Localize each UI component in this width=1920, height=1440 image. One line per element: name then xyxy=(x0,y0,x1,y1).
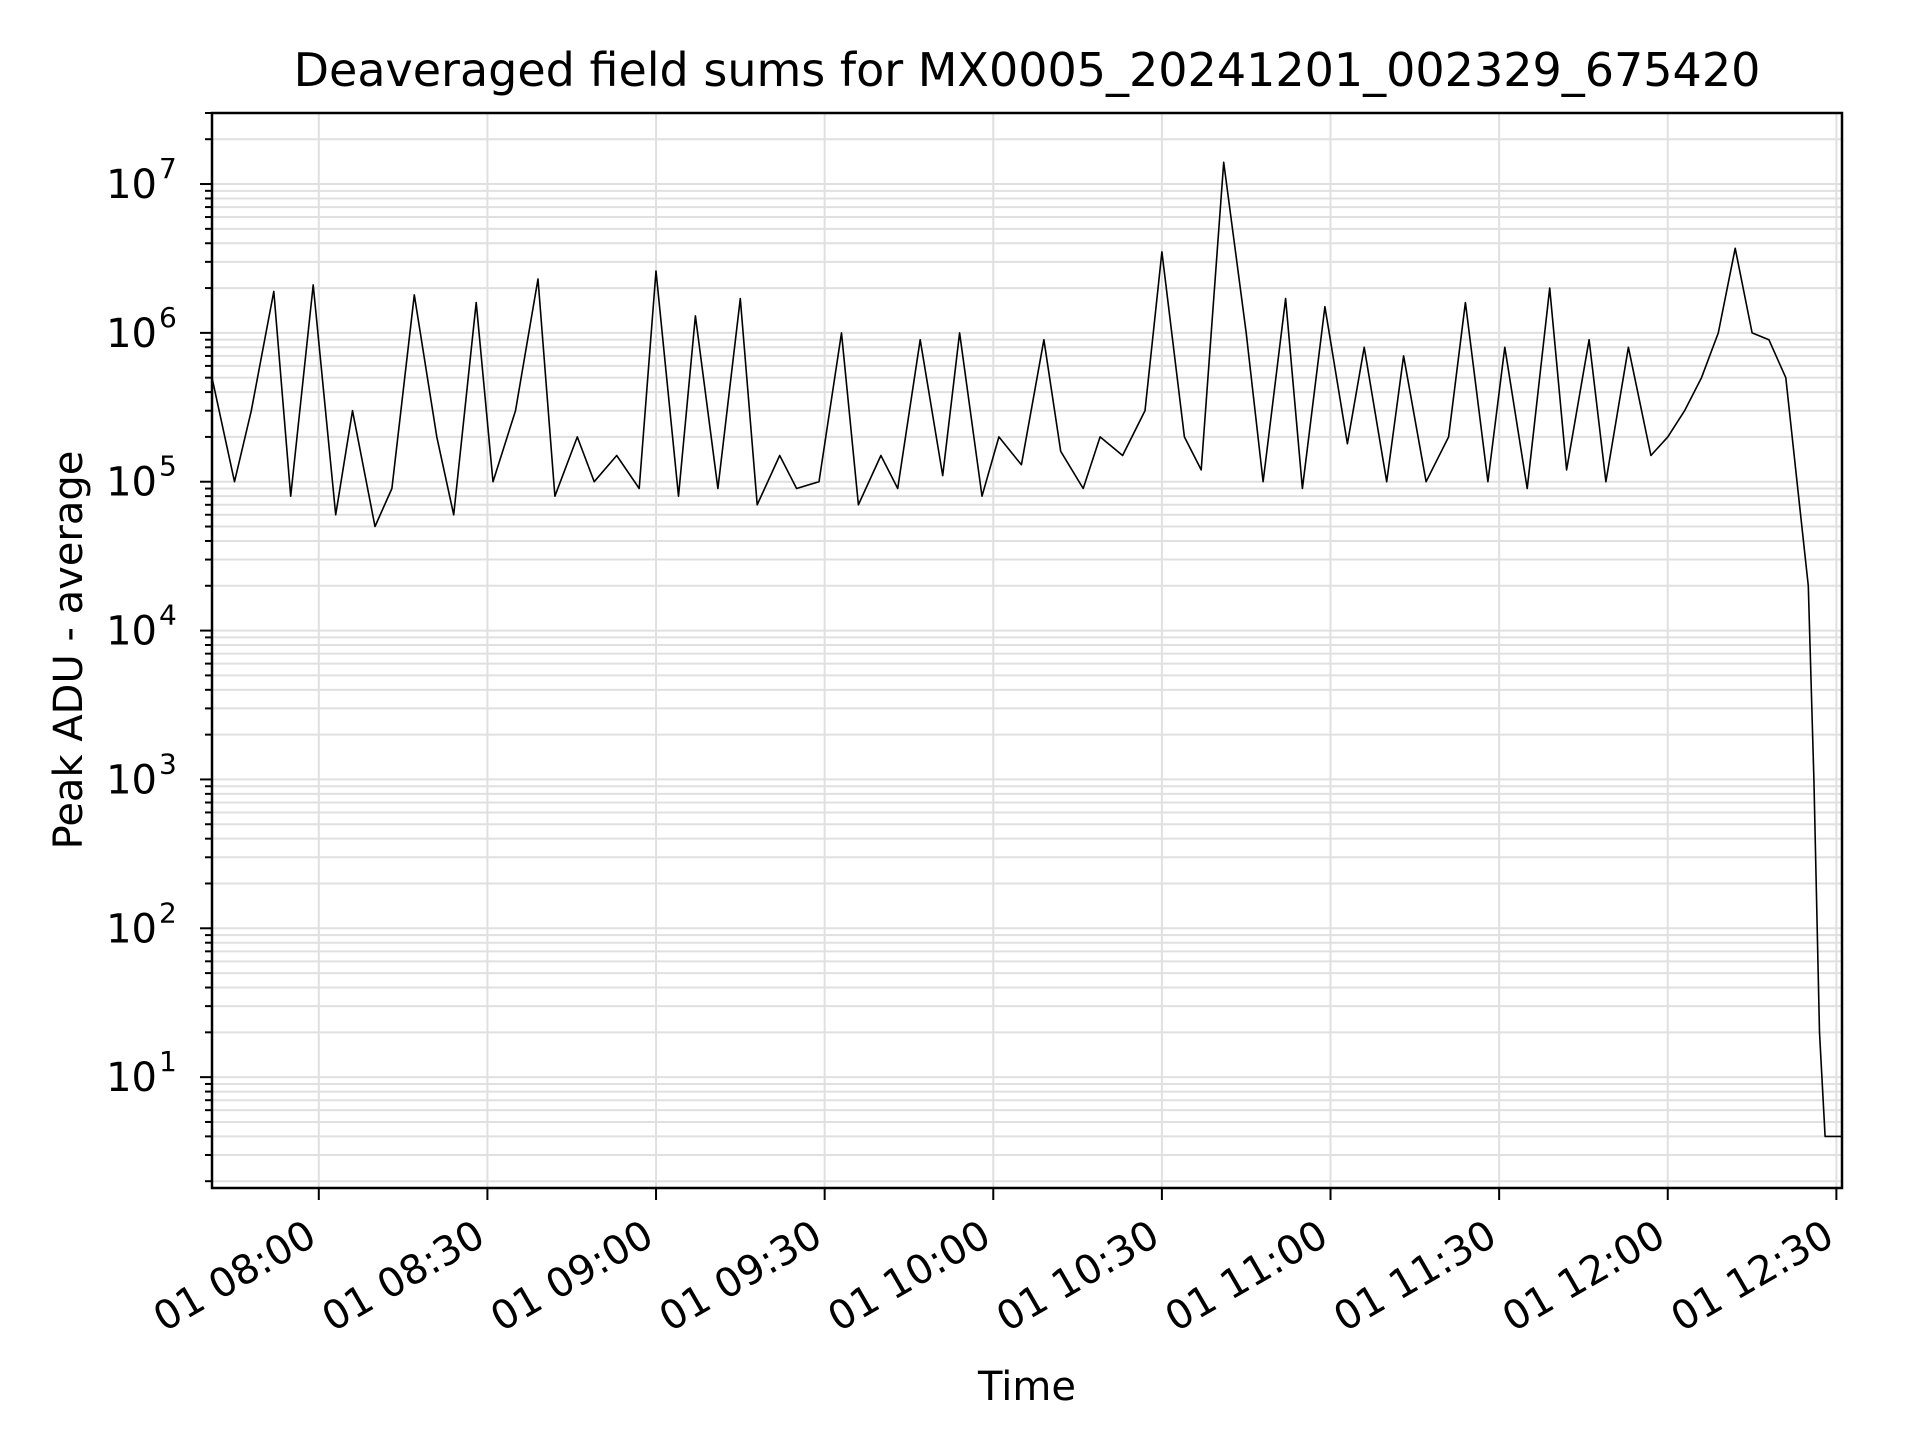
x-tick-label: 01 09:00 xyxy=(483,1212,661,1341)
y-tick-exponent: 5 xyxy=(159,450,177,483)
grid-layer xyxy=(212,112,1842,1188)
y-tick-label: 10 xyxy=(106,609,157,655)
y-tick-exponent: 6 xyxy=(159,301,177,334)
x-axis-label: Time xyxy=(977,1364,1076,1410)
x-tick-label: 01 10:00 xyxy=(820,1212,998,1341)
x-tick-label: 01 11:30 xyxy=(1326,1212,1504,1341)
y-tick-exponent: 4 xyxy=(159,599,177,632)
x-tick-label: 01 09:30 xyxy=(652,1212,830,1341)
series-line xyxy=(211,161,1842,1138)
y-tick-exponent: 3 xyxy=(159,747,177,780)
x-tick-label: 01 08:30 xyxy=(314,1212,492,1341)
y-tick-label: 10 xyxy=(106,311,157,357)
x-tick-label: 01 11:00 xyxy=(1158,1212,1336,1341)
y-tick-label: 10 xyxy=(106,460,157,506)
y-tick-label: 10 xyxy=(106,906,157,952)
series-layer xyxy=(211,161,1842,1138)
x-tick-label: 01 10:30 xyxy=(989,1212,1167,1341)
plot-frame xyxy=(210,111,1844,1190)
y-tick-label: 10 xyxy=(106,757,157,803)
x-tick-label: 01 08:00 xyxy=(146,1212,324,1341)
y-tick-exponent: 2 xyxy=(159,896,177,929)
y-axis-label: Peak ADU - average xyxy=(46,451,92,850)
x-tick-label: 01 12:00 xyxy=(1495,1212,1673,1341)
y-tick-label: 10 xyxy=(106,1055,157,1101)
y-tick-exponent: 7 xyxy=(159,152,177,185)
y-tick-label: 10 xyxy=(106,162,157,208)
chart-title: Deaveraged field sums for MX0005_2024120… xyxy=(294,43,1761,97)
x-tick-label: 01 12:30 xyxy=(1663,1212,1841,1341)
y-tick-exponent: 1 xyxy=(159,1045,177,1078)
